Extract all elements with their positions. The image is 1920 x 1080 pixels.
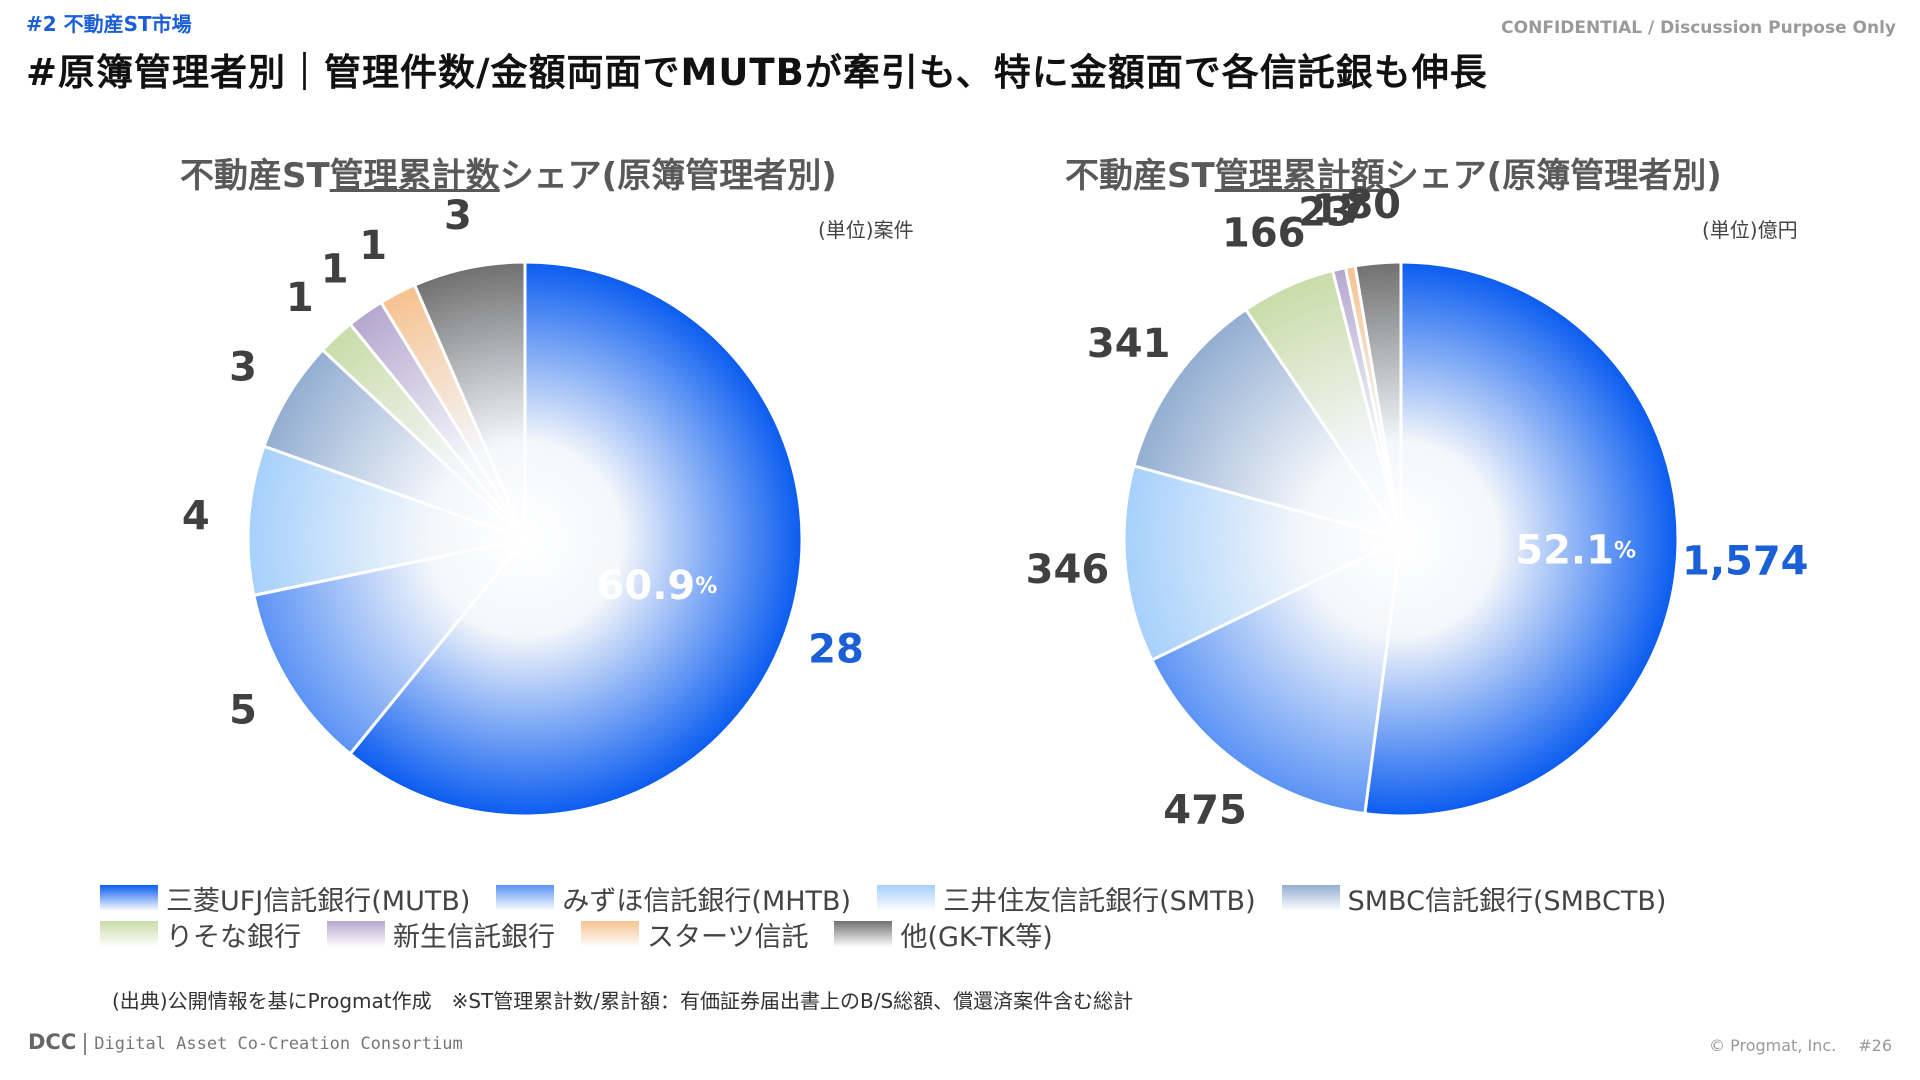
- legend-label: スターツ信託: [647, 921, 809, 953]
- left-chart-title-post: シェア(原簿管理者別): [499, 156, 837, 196]
- pie-slice: [246, 444, 531, 598]
- left-chart-title-underlined: 管理累計数: [329, 156, 500, 196]
- right-chart-title-pre: 不動産ST: [1065, 156, 1215, 196]
- footer-logo: DCC Digital Asset Co-Creation Consortium: [28, 1030, 463, 1055]
- legend-label: りそな銀行: [166, 921, 301, 953]
- legend-label: SMBC信託銀行(SMBCTB): [1347, 885, 1667, 917]
- highlight-percent-label: 60.9%: [597, 563, 718, 609]
- legend-swatch: [877, 885, 936, 911]
- pie-slice: [320, 322, 527, 541]
- dcc-logo-subtitle: Digital Asset Co-Creation Consortium: [94, 1034, 463, 1054]
- pie-slice: [348, 260, 804, 818]
- source-note: (出典)公開情報を基にProgmat作成 ※ST管理累計数/累計額：有価証券届出…: [112, 989, 1134, 1013]
- legend-swatch: [496, 885, 555, 911]
- legend-label: 新生信託銀行: [393, 921, 555, 953]
- right-chart-title-underlined: 管理累計額: [1214, 156, 1385, 196]
- legend-item: 三井住友信託銀行(SMTB): [877, 880, 1256, 917]
- legend-item: SMBC信託銀行(SMBCTB): [1281, 880, 1667, 917]
- dcc-logo-text: DCC: [28, 1030, 77, 1054]
- legend-item: りそな銀行: [100, 916, 301, 953]
- slice-value-label: 341: [1087, 321, 1171, 367]
- pie-slice: [262, 347, 527, 541]
- legend-swatch: [100, 885, 158, 911]
- legend-item: 三菱UFJ信託銀行(MUTB): [100, 880, 471, 917]
- confidential-notice: CONFIDENTIAL / Discussion Purpose Only: [1501, 18, 1896, 38]
- slice-value-label: 346: [1026, 547, 1110, 593]
- slice-value-label: 5: [229, 687, 257, 733]
- left-chart-title: 不動産ST管理累計数シェア(原簿管理者別): [180, 148, 837, 197]
- legend-swatch: [100, 921, 158, 947]
- page-title: #原簿管理者別｜管理件数/金額両面でMUTBが牽引も、特に金額面で各信託銀も伸長: [26, 51, 1488, 94]
- slice-value-label: 3: [444, 193, 472, 239]
- highlight-percent-unit: %: [1614, 538, 1636, 563]
- left-chart-title-pre: 不動産ST: [180, 156, 330, 196]
- legend-label: 他(GK-TK等): [900, 921, 1053, 953]
- pie-slice: [1243, 268, 1403, 540]
- right-chart-title: 不動産ST管理累計額シェア(原簿管理者別): [1065, 148, 1722, 197]
- pie-slice: [1343, 264, 1403, 540]
- right-chart-unit: (単位)億円: [1702, 218, 1798, 242]
- highlight-percent-unit: %: [695, 573, 717, 598]
- slice-value-label: 1,574: [1682, 539, 1809, 585]
- legend-item: みずほ信託銀行(MHTB): [496, 880, 852, 917]
- pie-slice: [252, 536, 529, 756]
- pie-slice: [1131, 307, 1405, 542]
- page-number: #26: [1858, 1036, 1892, 1055]
- logo-divider: [84, 1033, 87, 1055]
- pie-slice: [1353, 260, 1403, 540]
- legend-label: 三菱UFJ信託銀行(MUTB): [166, 885, 471, 917]
- left-chart-unit: (単位)案件: [818, 218, 914, 242]
- pie-slice: [1330, 265, 1403, 540]
- slice-value-label: 166: [1222, 210, 1306, 256]
- pie-slice: [379, 282, 527, 540]
- right-chart-title-post: シェア(原簿管理者別): [1384, 156, 1722, 196]
- legend-swatch: [1281, 885, 1340, 911]
- chart-legend: 三菱UFJ信託銀行(MUTB) みずほ信託銀行(MHTB) 三井住友信託銀行(SMT…: [100, 880, 1820, 953]
- pie-slice: [1122, 464, 1406, 663]
- footer-right: © Progmat, Inc. #26: [1709, 1036, 1892, 1055]
- legend-swatch: [834, 921, 893, 947]
- pie-slice: [1149, 536, 1403, 816]
- slice-value-label: 1: [286, 275, 314, 321]
- legend-item: スターツ信託: [581, 916, 809, 953]
- slice-value-label: 28: [808, 627, 864, 673]
- highlight-percent-value: 52.1: [1515, 527, 1614, 573]
- slice-value-label: 1: [359, 223, 387, 269]
- legend-swatch: [327, 921, 385, 947]
- pie-slice: [1363, 260, 1680, 818]
- legend-item: 新生信託銀行: [327, 916, 555, 953]
- pie-slice: [348, 300, 527, 540]
- section-tag: #2 不動産ST市場: [26, 12, 192, 36]
- highlight-percent-value: 60.9: [597, 563, 696, 609]
- slice-value-label: 3: [229, 345, 257, 391]
- legend-swatch: [581, 921, 639, 947]
- slice-value-label: 475: [1163, 788, 1247, 834]
- copyright: © Progmat, Inc.: [1709, 1036, 1837, 1055]
- slice-value-label: 1: [321, 246, 349, 292]
- legend-item: 他(GK-TK等): [834, 916, 1053, 953]
- highlight-percent-label: 52.1%: [1515, 527, 1636, 573]
- legend-label: みずほ信託銀行(MHTB): [562, 885, 852, 917]
- legend-label: 三井住友信託銀行(SMTB): [943, 885, 1256, 917]
- slice-value-label: 4: [182, 493, 210, 539]
- pie-slice: [412, 260, 527, 540]
